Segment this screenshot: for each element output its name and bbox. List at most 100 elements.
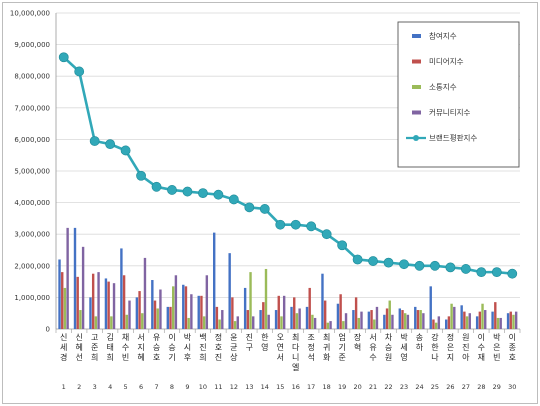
- bar-4: [252, 316, 255, 329]
- y-tick-label: 5,000,000: [14, 168, 50, 176]
- bar-4: [159, 289, 162, 329]
- bar-4: [190, 294, 193, 329]
- brand-index-point: [383, 257, 394, 268]
- bar-3: [295, 313, 299, 329]
- bar-3: [311, 314, 314, 329]
- bar-3: [110, 316, 113, 329]
- bar-1: [58, 259, 61, 329]
- rank-label: 4: [108, 383, 112, 391]
- bar-3: [233, 321, 237, 329]
- bar-2: [262, 302, 265, 329]
- bar-3: [496, 317, 500, 329]
- legend-label: 브랜드평판지수: [429, 133, 477, 143]
- bar-3: [404, 313, 407, 329]
- bar-1: [414, 306, 417, 329]
- brand-index-point: [368, 256, 378, 266]
- y-tick-label: 8,000,000: [14, 73, 50, 81]
- bar-2: [215, 306, 219, 329]
- bar-2: [463, 311, 466, 329]
- brand-index-point: [399, 259, 409, 270]
- bar-2: [293, 297, 296, 329]
- rank-label: 9: [185, 383, 189, 391]
- bar-1: [475, 316, 479, 329]
- bar-4: [97, 272, 100, 329]
- bar-4: [437, 316, 441, 329]
- rank-label: 6: [139, 383, 143, 391]
- bar-2: [509, 311, 512, 329]
- legend-label: 소통지수: [429, 83, 457, 92]
- bar-3: [141, 313, 144, 329]
- brand-index-point: [414, 260, 425, 271]
- bar-1: [445, 319, 448, 329]
- rank-label: 27: [462, 383, 470, 391]
- y-tick-label: 9,000,000: [14, 41, 50, 49]
- rank-label: 29: [493, 383, 501, 391]
- brand-index-point: [105, 139, 116, 150]
- bar-2: [184, 286, 188, 329]
- bar-2: [323, 300, 327, 329]
- brand-index-point: [182, 186, 193, 197]
- bar-1: [213, 232, 216, 329]
- bar-2: [138, 291, 141, 329]
- brand-index-point: [476, 267, 487, 278]
- rank-label: 20: [353, 383, 361, 391]
- bar-1: [506, 313, 510, 329]
- bar-4: [514, 311, 518, 329]
- bar-3: [249, 272, 252, 329]
- bar-1: [197, 295, 200, 329]
- bar-2: [200, 295, 203, 329]
- rank-label: 30: [508, 383, 516, 391]
- bar-1: [383, 314, 386, 329]
- legend-swatch: [412, 34, 421, 38]
- bar-2: [339, 294, 342, 329]
- bar-2: [246, 310, 250, 329]
- bar-1: [243, 287, 247, 329]
- rank-label: 15: [276, 383, 284, 391]
- bar-2: [277, 295, 280, 329]
- brand-index-point: [58, 52, 69, 63]
- rank-label: 10: [199, 383, 207, 391]
- brand-index-point: [491, 267, 502, 278]
- bar-1: [274, 310, 278, 329]
- rank-label: 1: [62, 383, 66, 391]
- bar-2: [169, 306, 172, 329]
- rank-label: 14: [261, 383, 269, 391]
- bar-2: [107, 281, 110, 329]
- brand-index-point: [89, 136, 100, 146]
- brand-index-point: [213, 189, 224, 200]
- bar-4: [128, 300, 131, 329]
- bar-1: [305, 306, 309, 329]
- rank-label: 24: [415, 383, 423, 391]
- bar-1: [73, 227, 77, 329]
- bar-2: [401, 310, 404, 329]
- brand-index-point: [290, 219, 301, 230]
- bar-2: [308, 287, 311, 329]
- rank-label: 2: [77, 383, 81, 391]
- legend-swatch: [412, 85, 421, 89]
- bar-3: [79, 310, 82, 329]
- rank-label: 3: [93, 383, 97, 391]
- bar-4: [267, 314, 270, 329]
- bar-1: [367, 311, 371, 329]
- bar-4: [298, 308, 301, 329]
- brand-index-point: [430, 260, 440, 271]
- y-tick-label: 0: [46, 326, 50, 334]
- bar-2: [61, 272, 64, 329]
- brand-index-point: [136, 170, 146, 181]
- brand-index-point: [275, 219, 286, 230]
- brand-index-point: [445, 262, 456, 273]
